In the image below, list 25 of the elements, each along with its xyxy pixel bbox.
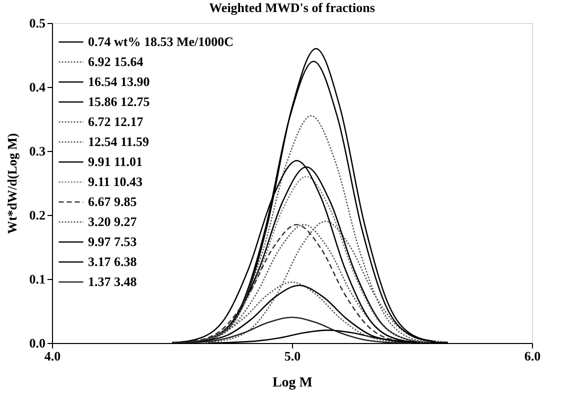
legend-label: 6.92 15.64: [88, 54, 144, 69]
legend-label: 9.11 10.43: [88, 174, 144, 189]
legend-label: 1.37 3.48: [88, 274, 138, 289]
legend-label: 6.72 12.17: [88, 114, 144, 129]
x-tick-label: 4.0: [44, 348, 61, 364]
chart-title: Weighted MWD's of fractions: [209, 0, 375, 15]
y-tick-label: 0.5: [29, 16, 46, 30]
legend-label: 0.74 wt% 18.53 Me/1000C: [88, 34, 234, 49]
legend-label: 16.54 13.90: [88, 74, 150, 89]
legend-label: 3.20 9.27: [88, 214, 138, 229]
legend-label: 9.97 7.53: [88, 234, 138, 249]
legend-label: 9.91 11.01: [88, 154, 143, 169]
y-tick-label: 0.4: [29, 80, 46, 94]
y-tick-label: 0.2: [29, 208, 46, 222]
legend-label: 15.86 12.75: [88, 94, 150, 109]
legend-label: 12.54 11.59: [88, 134, 150, 149]
x-tick-label: 5.0: [284, 348, 301, 364]
y-tick-label: 0.0: [29, 336, 46, 350]
y-tick-label: 0.3: [29, 144, 46, 158]
legend-label: 6.67 9.85: [88, 194, 138, 209]
x-tick-label: 6.0: [524, 348, 541, 364]
legend-label: 3.17 6.38: [88, 254, 138, 269]
y-axis-title: Wt*dW/d(Log M): [4, 133, 20, 234]
y-tick-label: 0.1: [29, 272, 46, 286]
x-axis-title: Log M: [272, 376, 313, 390]
